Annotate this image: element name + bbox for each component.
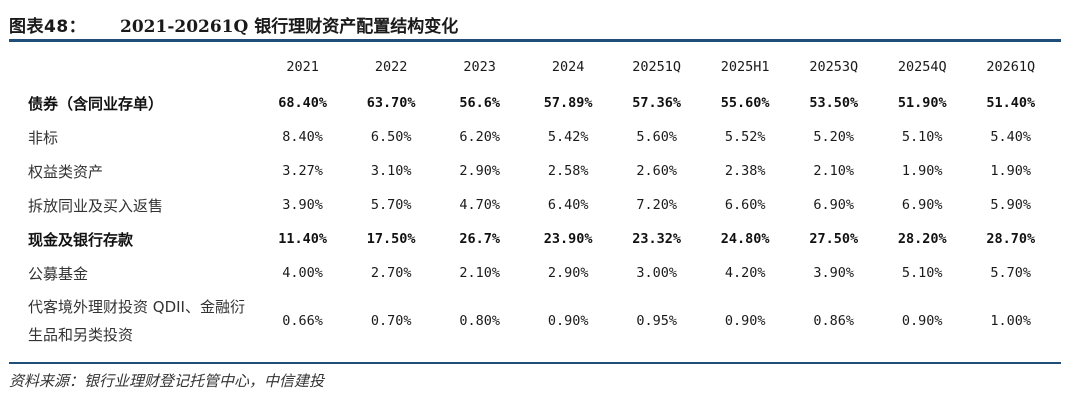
value-cell: 0.90% bbox=[547, 313, 589, 329]
value-cell: 51.40% bbox=[986, 95, 1036, 111]
row-label: 权益类资产 bbox=[28, 162, 104, 181]
value-cell: 4.00% bbox=[282, 265, 323, 281]
value-cell: 55.60% bbox=[720, 95, 770, 111]
value-cell: 7.20% bbox=[636, 197, 677, 213]
row-label: 拆放同业及买入返售 bbox=[28, 196, 164, 215]
value-cell: 23.90% bbox=[543, 231, 593, 247]
value-cell: 5.70% bbox=[990, 265, 1032, 281]
value-cell: 5.42% bbox=[547, 129, 589, 145]
value-cell: 17.50% bbox=[366, 231, 416, 247]
value-cell: 5.60% bbox=[636, 129, 677, 145]
value-cell: 6.90% bbox=[813, 197, 855, 213]
row-label: 非标 bbox=[28, 128, 59, 147]
value-cell: 57.36% bbox=[632, 95, 682, 111]
value-cell: 63.70% bbox=[366, 95, 416, 111]
value-cell: 2.10% bbox=[813, 163, 855, 179]
table-row: 权益类资产 3.27% 3.10% 2.90% 2.58% 2.60% 2.38% 2.10%… bbox=[25, 154, 1055, 188]
value-cell: 6.20% bbox=[459, 129, 500, 145]
value-cell: 27.50% bbox=[809, 231, 859, 247]
value-cell: 57.89% bbox=[543, 95, 593, 111]
table-row: 公募基金 4.00% 2.70% 2.10% 2.90% 3.00% 4.20% 3.90% 5… bbox=[25, 256, 1055, 290]
value-cell: 1.90% bbox=[901, 163, 943, 179]
column-header: 20261Q bbox=[986, 59, 1036, 75]
value-cell: 56.6% bbox=[459, 95, 500, 111]
table-row: 债券（含同业存单） 68.40% 63.70% 56.6% 57.89% 57.36% 55… bbox=[25, 86, 1055, 120]
row-label: 现金及银行存款 bbox=[28, 230, 134, 249]
value-cell: 4.20% bbox=[724, 265, 766, 281]
value-cell: 0.86% bbox=[813, 313, 855, 329]
table-row: 拆放同业及买入返售 3.90% 5.70% 4.70% 6.40% 7.20% 6.60% 6… bbox=[25, 188, 1055, 222]
column-header: 20254Q bbox=[897, 59, 947, 75]
value-cell: 2.60% bbox=[636, 163, 677, 179]
column-header: 20253Q bbox=[809, 59, 859, 75]
value-cell: 5.10% bbox=[901, 265, 943, 281]
value-cell: 5.90% bbox=[990, 197, 1032, 213]
value-cell: 0.80% bbox=[459, 313, 500, 329]
value-cell: 28.20% bbox=[897, 231, 947, 247]
value-cell: 3.90% bbox=[813, 265, 855, 281]
value-cell: 3.00% bbox=[636, 265, 677, 281]
value-cell: 1.90% bbox=[990, 163, 1032, 179]
value-cell: 3.27% bbox=[282, 163, 323, 179]
value-cell: 6.60% bbox=[724, 197, 766, 213]
value-cell: 5.20% bbox=[813, 129, 855, 145]
value-cell: 5.40% bbox=[990, 129, 1032, 145]
value-cell: 2.38% bbox=[724, 163, 766, 179]
value-cell: 6.90% bbox=[901, 197, 943, 213]
value-cell: 26.7% bbox=[459, 231, 500, 247]
table-row: 现金及银行存款 11.40% 17.50% 26.7% 23.90% 23.32% 24.8… bbox=[25, 222, 1055, 256]
table-body: 债券（含同业存单） 68.40% 63.70% 56.6% 57.89% 57.36% 55… bbox=[25, 86, 1055, 352]
value-cell: 0.90% bbox=[901, 313, 943, 329]
value-cell: 68.40% bbox=[278, 95, 327, 111]
value-cell: 8.40% bbox=[282, 129, 323, 145]
source-note: 资料来源：银行业理财登记托管中心，中信建投 bbox=[9, 372, 325, 390]
asset-allocation-table: 2021 2022 2023 2024 20251Q 2025H1 20253Q… bbox=[25, 48, 1055, 352]
value-cell: 24.80% bbox=[720, 231, 770, 247]
value-cell: 2.70% bbox=[370, 265, 412, 281]
value-cell: 2.90% bbox=[547, 265, 589, 281]
value-cell: 5.10% bbox=[901, 129, 943, 145]
table-header-row: 2021 2022 2023 2024 20251Q 2025H1 20253Q… bbox=[25, 48, 1055, 86]
figure-header: 图表48： 2021-20261Q 银行理财资产配置结构变化 bbox=[9, 6, 1061, 42]
value-cell: 53.50% bbox=[809, 95, 859, 111]
row-label: 债券（含同业存单） bbox=[28, 94, 164, 113]
column-header: 2023 bbox=[463, 59, 496, 75]
table-row: 非标 8.40% 6.50% 6.20% 5.42% 5.60% 5.52% 5.20% 5.1… bbox=[25, 120, 1055, 154]
value-cell: 28.70% bbox=[986, 231, 1036, 247]
value-cell: 0.70% bbox=[370, 313, 412, 329]
value-cell: 5.52% bbox=[724, 129, 766, 145]
value-cell: 0.66% bbox=[282, 313, 323, 329]
value-cell: 5.70% bbox=[370, 197, 412, 213]
header-label-cell bbox=[25, 48, 258, 86]
bottom-rule bbox=[9, 362, 1061, 364]
value-cell: 11.40% bbox=[278, 231, 327, 247]
value-cell: 1.00% bbox=[990, 313, 1032, 329]
value-cell: 0.95% bbox=[636, 313, 677, 329]
column-header: 2025H1 bbox=[720, 59, 770, 75]
figure-number: 图表48： bbox=[9, 17, 87, 37]
row-label: 代客境外理财投资 QDII、金融衍生品和另类投资 bbox=[28, 298, 245, 344]
value-cell: 0.90% bbox=[724, 313, 766, 329]
row-label: 公募基金 bbox=[28, 264, 89, 283]
value-cell: 3.90% bbox=[282, 197, 323, 213]
value-cell: 51.90% bbox=[897, 95, 947, 111]
value-cell: 2.10% bbox=[459, 265, 500, 281]
column-header: 2021 bbox=[286, 59, 319, 75]
value-cell: 23.32% bbox=[632, 231, 682, 247]
column-header: 2024 bbox=[551, 59, 585, 75]
value-cell: 6.50% bbox=[370, 129, 412, 145]
figure-title: 2021-20261Q 银行理财资产配置结构变化 bbox=[120, 17, 459, 37]
value-cell: 4.70% bbox=[459, 197, 500, 213]
table-row: 代客境外理财投资 QDII、金融衍生品和另类投资 0.66% 0.70% 0.80% 0… bbox=[25, 290, 1055, 352]
value-cell: 3.10% bbox=[370, 163, 412, 179]
value-cell: 2.90% bbox=[459, 163, 500, 179]
value-cell: 6.40% bbox=[547, 197, 589, 213]
column-header: 2022 bbox=[374, 59, 408, 75]
column-header: 20251Q bbox=[632, 59, 682, 75]
value-cell: 2.58% bbox=[547, 163, 589, 179]
